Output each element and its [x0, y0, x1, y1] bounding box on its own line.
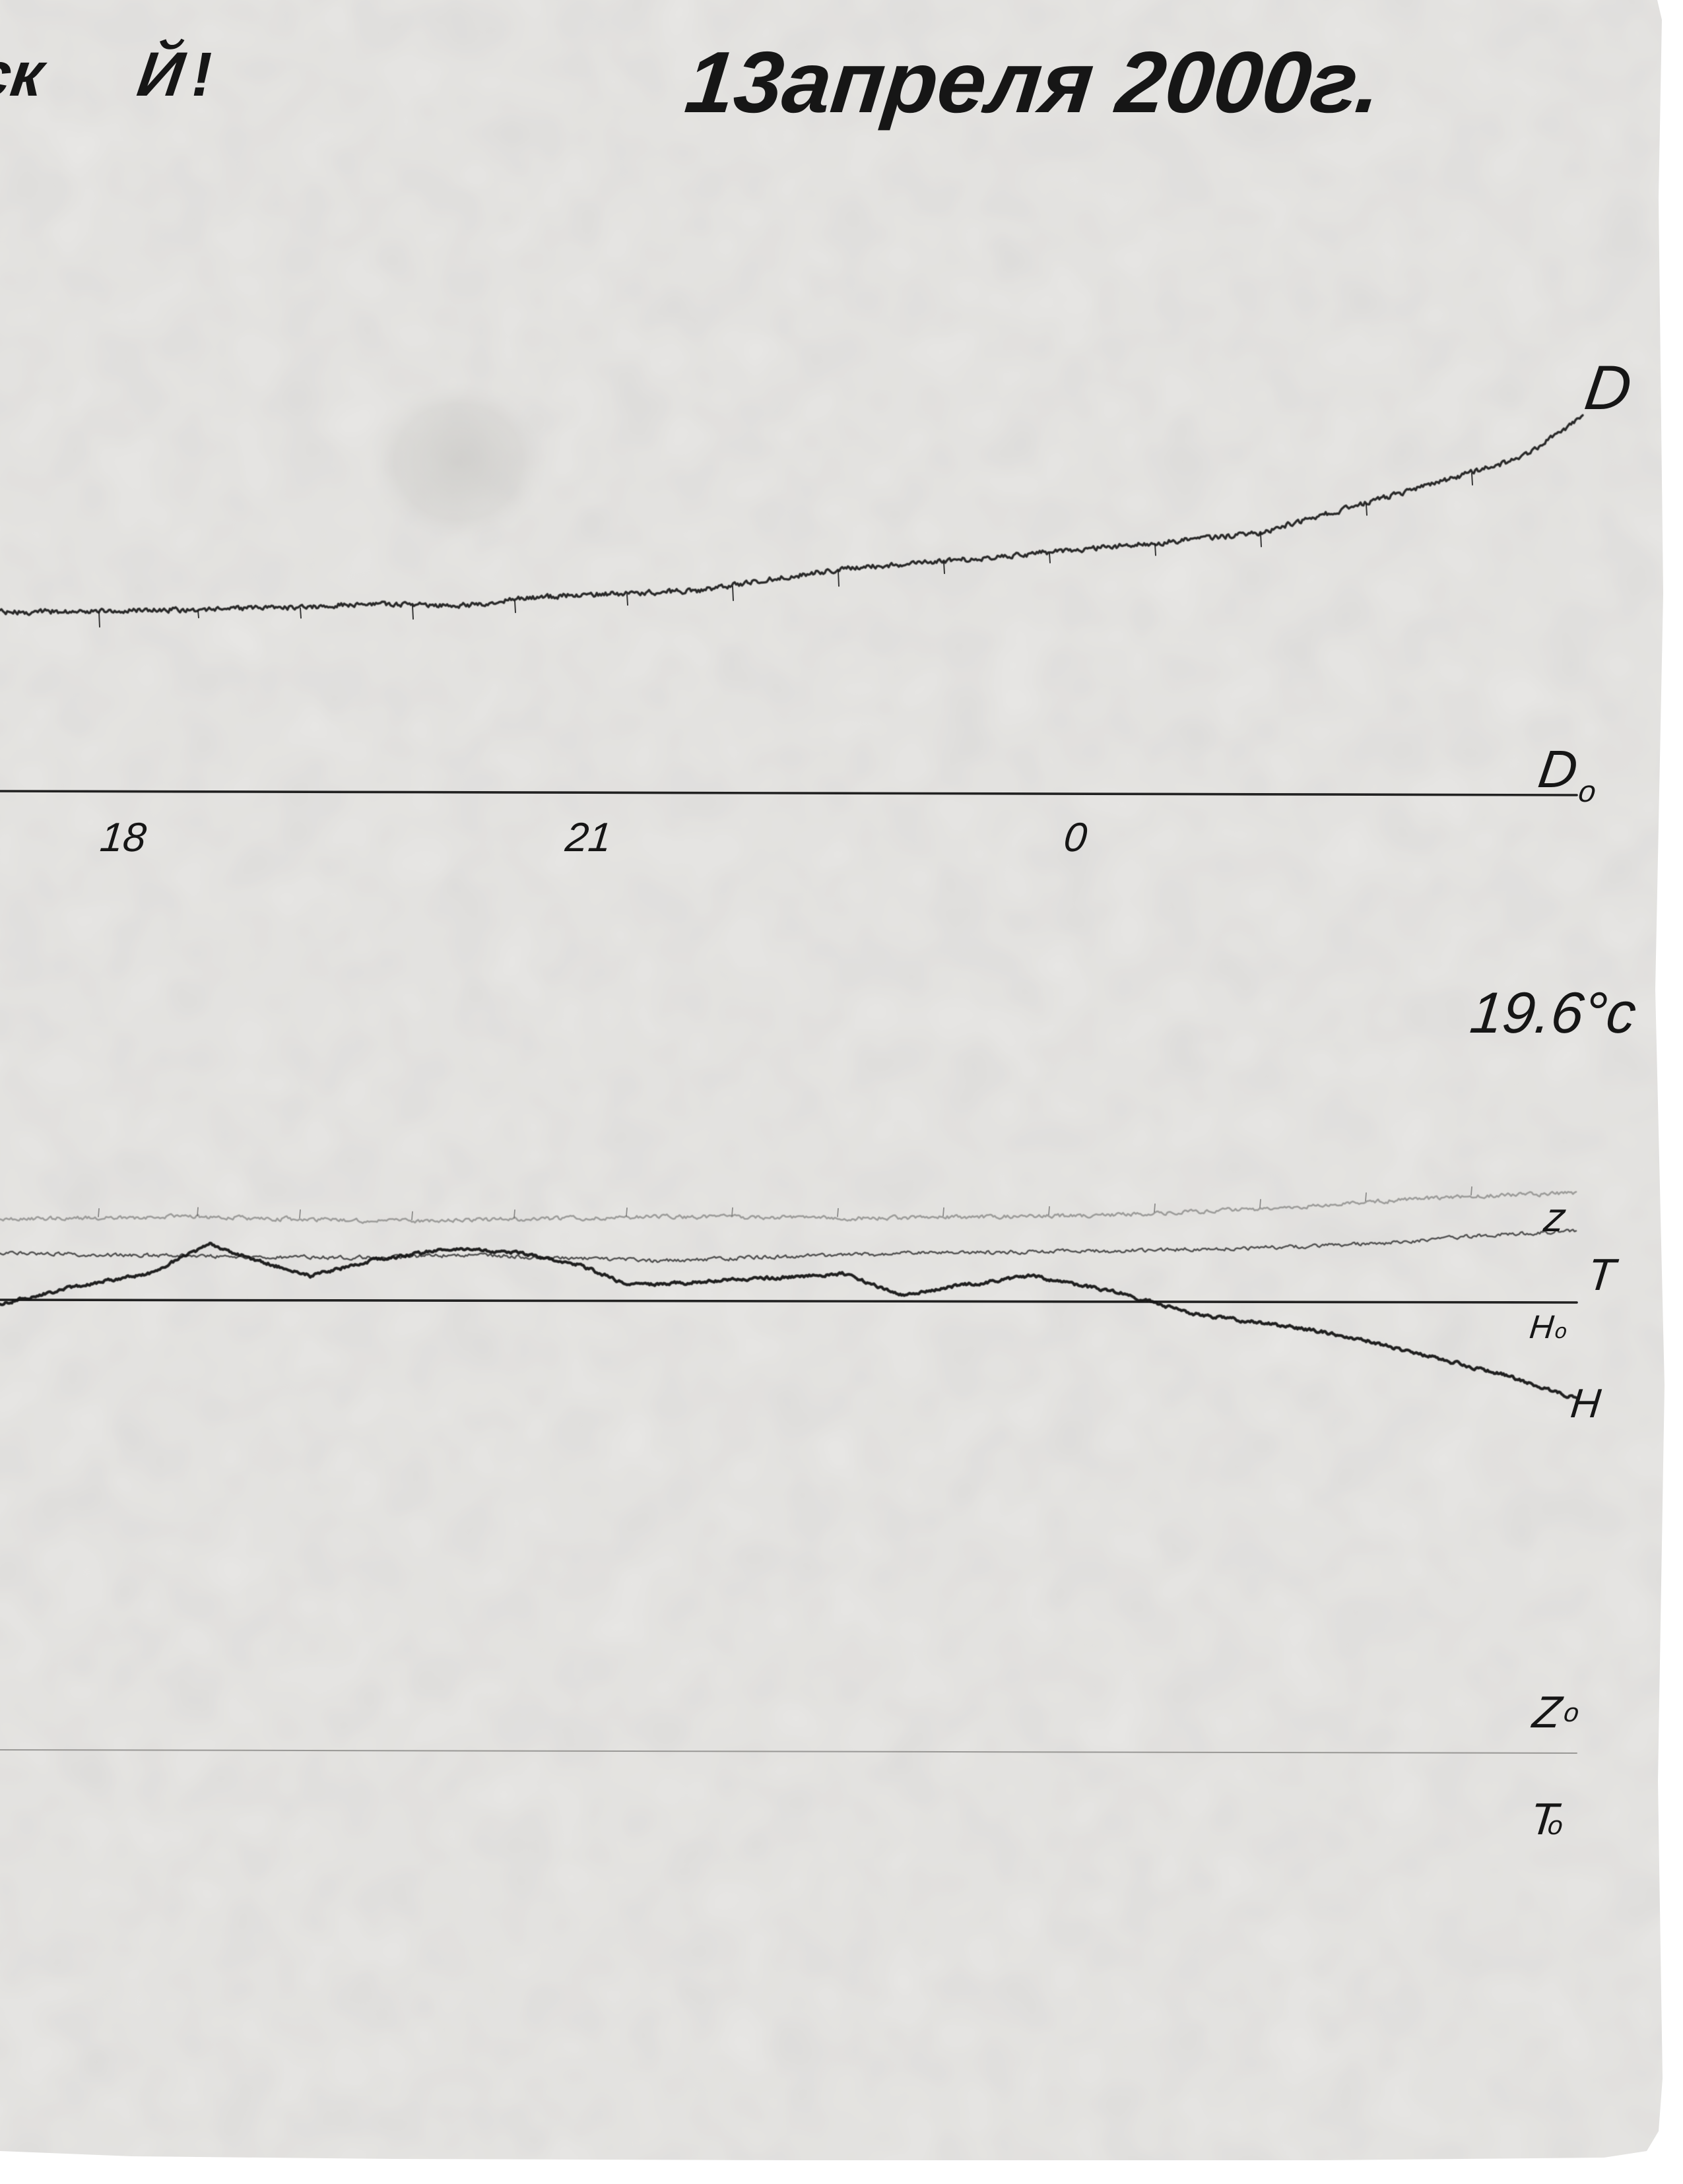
svg-text:19.6°с: 19.6°с: [1467, 980, 1639, 1045]
svg-text:18: 18: [98, 815, 149, 860]
svg-text:H: H: [1528, 1308, 1556, 1345]
svg-text:o: o: [1546, 1811, 1564, 1840]
svg-text:!: !: [191, 40, 213, 110]
svg-text:H: H: [1569, 1381, 1603, 1427]
svg-text:13апреля 2000г.: 13апреля 2000г.: [681, 34, 1386, 131]
svg-text:o: o: [1554, 1319, 1568, 1343]
svg-text:21: 21: [563, 815, 614, 860]
